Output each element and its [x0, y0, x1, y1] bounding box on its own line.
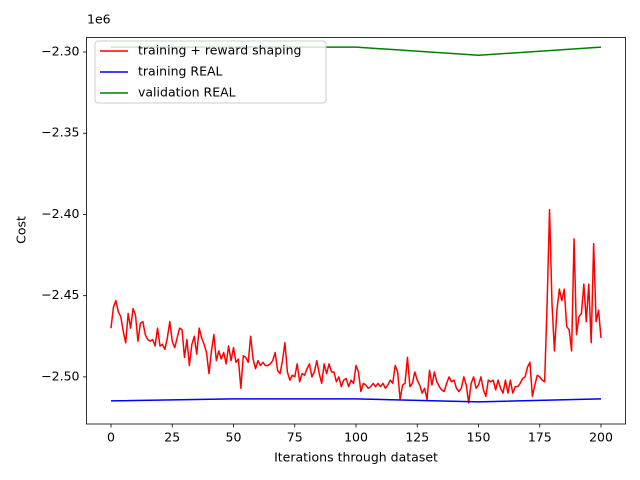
x-tick-label: 50 — [226, 430, 242, 445]
offset-text: 1e6 — [87, 12, 111, 27]
y-tick-label: −2.40 — [41, 206, 79, 221]
x-tick-label: 200 — [589, 430, 613, 445]
x-tick-label: 25 — [164, 430, 180, 445]
y-tick-label: −2.30 — [41, 44, 79, 59]
series-line — [110, 398, 602, 403]
legend-label: validation REAL — [138, 85, 236, 100]
y-tick-label: −2.35 — [41, 125, 79, 140]
x-tick-label: 125 — [405, 430, 429, 445]
legend-box — [94, 40, 327, 104]
series-line — [110, 208, 602, 404]
legend: training + reward shaping training REAL va… — [94, 40, 327, 104]
x-tick-label: 175 — [528, 430, 552, 445]
y-axis-label: Cost — [14, 216, 29, 244]
x-tick-label: 100 — [344, 430, 368, 445]
x-tick-label: 150 — [467, 430, 491, 445]
x-tick-label: 0 — [107, 430, 115, 445]
legend-label: training REAL — [138, 64, 223, 79]
x-tick-label: 75 — [287, 430, 303, 445]
legend-label: training + reward shaping — [138, 43, 301, 58]
y-tick-label: −2.45 — [41, 287, 79, 302]
y-tick-label: −2.50 — [41, 368, 79, 383]
x-axis-label: Iterations through dataset — [274, 450, 438, 465]
